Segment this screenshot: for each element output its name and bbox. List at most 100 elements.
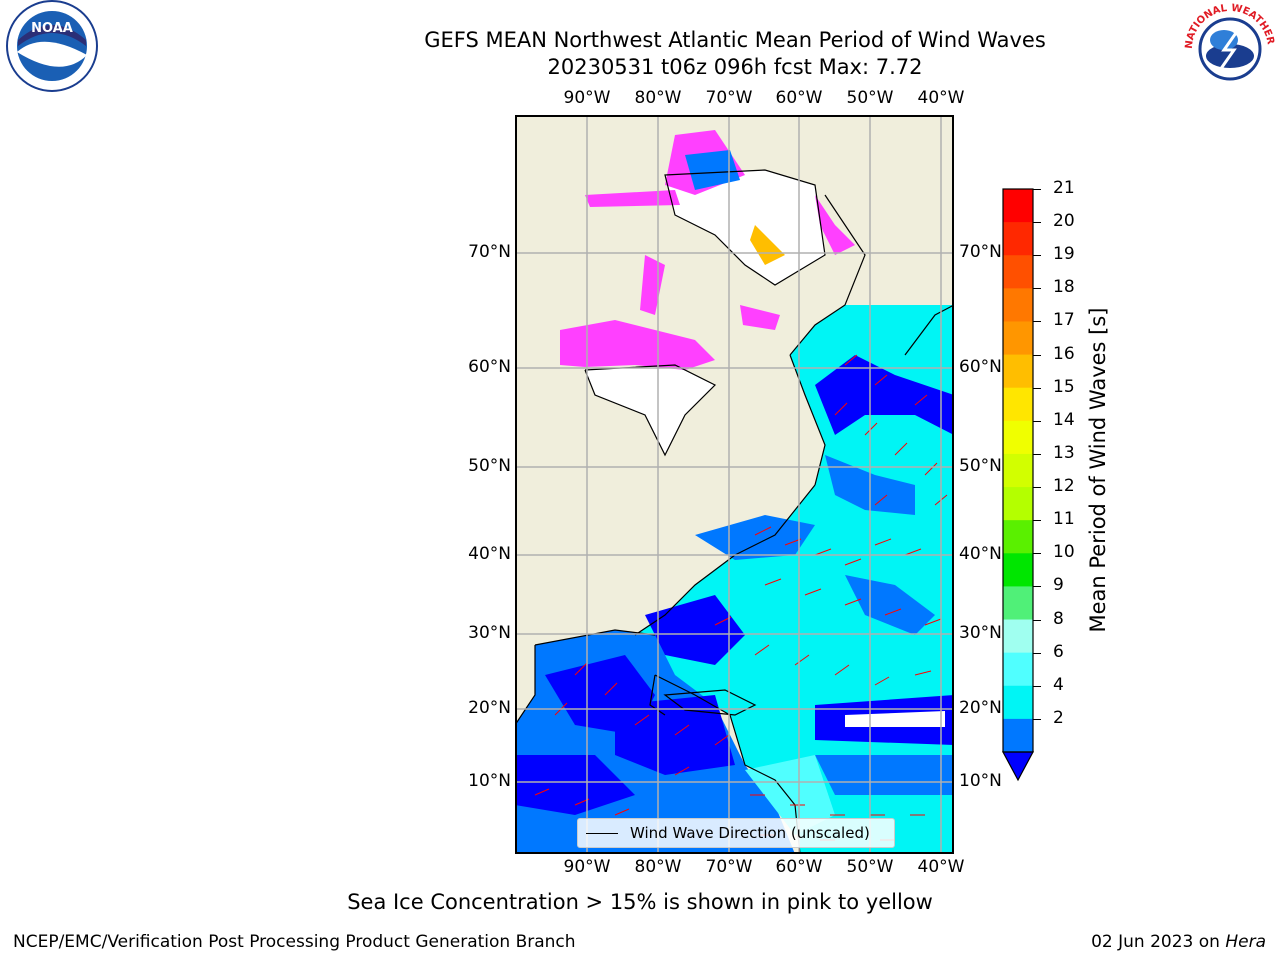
colorbar-tick: [1033, 718, 1041, 720]
lat-label: 40°N: [468, 544, 511, 564]
gridlines: [515, 115, 954, 854]
colorbar-tick: [1033, 652, 1041, 654]
colorbar-segment: [1003, 586, 1033, 621]
colorbar-extend-arrow: [1001, 751, 1035, 782]
lat-label: 50°N: [468, 456, 511, 476]
colorbar-segment: [1003, 685, 1033, 720]
colorbar-tick: [1033, 420, 1041, 422]
colorbar-tick: [1033, 288, 1041, 290]
lat-label: 20°N: [468, 698, 511, 718]
lat-label: 70°N: [468, 242, 511, 262]
colorbar-tick-label: 4: [1053, 674, 1064, 695]
nws-logo: NATIONAL WEATHER SERVICE: [1180, 0, 1276, 95]
colorbar-segment: [1003, 255, 1033, 289]
lon-label: 40°W: [917, 857, 965, 877]
sea-ice: [815, 195, 855, 255]
footer-host: Hera: [1225, 932, 1266, 952]
lon-label: 60°W: [775, 857, 823, 877]
colorbar-tick-label: 11: [1053, 509, 1075, 530]
lon-label: 60°W: [775, 88, 823, 108]
colorbar-title: Mean Period of Wind Waves [s]: [1086, 307, 1110, 633]
sea-ice-blue: [685, 150, 740, 190]
colorbar-tick-label: 17: [1053, 310, 1075, 331]
lon-label: 50°W: [846, 857, 894, 877]
map-legend: Wind Wave Direction (unscaled): [577, 818, 895, 848]
lon-label: 80°W: [634, 857, 682, 877]
wave-patch: [815, 755, 954, 795]
baffin-bay-region: [665, 170, 825, 285]
colorbar-tick: [1033, 586, 1041, 588]
colorbar-tick-label: 8: [1053, 608, 1064, 629]
colorbar-segment: [1003, 553, 1033, 587]
lon-label: 70°W: [705, 88, 753, 108]
colorbar-segment: [1003, 652, 1033, 687]
colorbar-tick-label: 20: [1053, 211, 1075, 232]
wave-patch: [695, 515, 815, 560]
wave-patch: [645, 595, 745, 665]
colorbar-tick: [1033, 487, 1041, 489]
colorbar-segment: [1003, 420, 1033, 455]
lon-label: 80°W: [634, 88, 682, 108]
colorbar-segment: [1003, 387, 1033, 422]
sea-ice-note: Sea Ice Concentration > 15% is shown in …: [347, 890, 933, 914]
colorbar-tick: [1033, 619, 1041, 621]
colorbar-tick: [1033, 520, 1041, 522]
lat-label: 60°N: [468, 357, 511, 377]
colorbar-tick-label: 15: [1053, 376, 1075, 397]
lat-label: 30°N: [959, 623, 1002, 643]
sea-ice: [740, 305, 780, 330]
lat-label: 40°N: [959, 544, 1002, 564]
lat-label: 10°N: [468, 771, 511, 791]
lon-label: 40°W: [917, 88, 965, 108]
colorbar-segment: [1003, 718, 1033, 753]
colorbar-segment: [1003, 619, 1033, 654]
noaa-logo: NOAA: [6, 0, 98, 92]
map-subtitle: 20230531 t06z 096h fcst Max: 7.72: [547, 55, 923, 79]
sea-ice: [585, 190, 680, 207]
lat-label: 60°N: [959, 357, 1002, 377]
footer-date: 02 Jun 2023 on Hera: [1091, 932, 1266, 952]
lon-label: 90°W: [563, 88, 611, 108]
wave-patch: [845, 575, 935, 635]
colorbar-tick-label: 13: [1053, 442, 1075, 463]
map-frame: [515, 115, 954, 854]
colorbar-tick-label: 6: [1053, 641, 1064, 662]
footer-date-text: 02 Jun 2023 on: [1091, 932, 1226, 952]
sea-ice-yellow: [750, 225, 785, 265]
colorbar-tick-label: 2: [1053, 707, 1064, 728]
lon-label: 70°W: [705, 857, 753, 877]
hudson-bay-region: [585, 365, 715, 455]
colorbar-frame: [1002, 188, 1034, 753]
lon-label: 90°W: [563, 857, 611, 877]
colorbar-tick-label: 12: [1053, 476, 1075, 497]
lat-label: 70°N: [959, 242, 1002, 262]
map-title: GEFS MEAN Northwest Atlantic Mean Period…: [424, 28, 1046, 52]
noaa-logo-text: NOAA: [31, 21, 73, 36]
colorbar-tick: [1033, 189, 1041, 190]
wave-patch: [515, 755, 635, 815]
colorbar-tick: [1033, 354, 1041, 356]
colorbar-segment: [1003, 487, 1033, 521]
lat-label: 20°N: [959, 698, 1002, 718]
colorbar-segment: [1003, 520, 1033, 554]
lat-label: 10°N: [959, 771, 1002, 791]
colorbar-tick-label: 16: [1053, 343, 1075, 364]
colorbar-tick-label: 10: [1053, 542, 1075, 563]
colorbar-tick-label: 21: [1053, 178, 1075, 198]
legend-label: Wind Wave Direction (unscaled): [630, 824, 870, 842]
sea-ice: [560, 320, 715, 370]
colorbar-tick: [1033, 387, 1041, 389]
colorbar-tick-label: 9: [1053, 575, 1064, 596]
colorbar-segment: [1003, 222, 1033, 256]
footer-organization: NCEP/EMC/Verification Post Processing Pr…: [13, 932, 576, 952]
lat-label: 50°N: [959, 456, 1002, 476]
colorbar-segment: [1003, 453, 1033, 488]
map-panel: [515, 115, 954, 854]
colorbar-tick: [1033, 553, 1041, 555]
wave-patch: [815, 355, 954, 435]
colorbar: [1001, 188, 1035, 782]
colorbar-segment: [1003, 354, 1033, 389]
colorbar-tick: [1033, 453, 1041, 455]
legend-line-swatch: [586, 832, 618, 834]
colorbar-tick: [1033, 255, 1041, 257]
